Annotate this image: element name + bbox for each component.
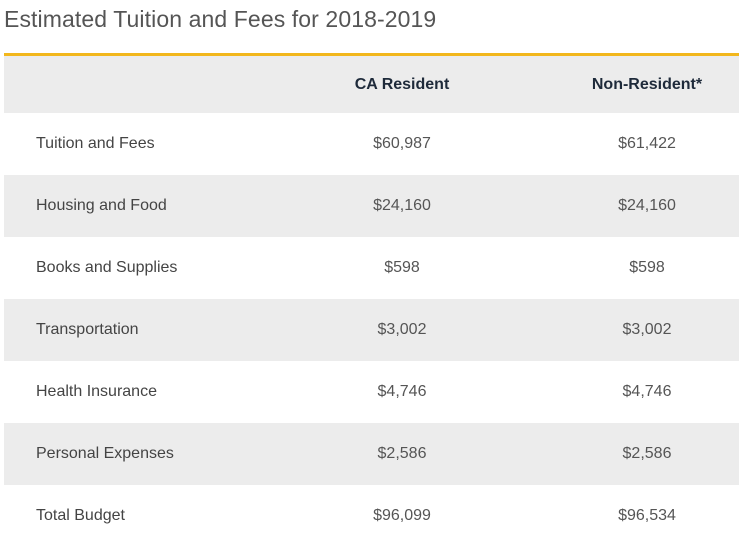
row-label: Transportation [36, 321, 139, 338]
non-resident-value: $24,160 [618, 197, 676, 214]
ca-resident-value: $4,746 [377, 383, 427, 400]
ca-resident-value: $3,002 [377, 321, 427, 338]
table-row: Books and Supplies $598 $598 [4, 237, 739, 299]
row-label: Total Budget [36, 507, 125, 524]
tuition-table: CA Resident Non-Resident* Tuition and Fe… [4, 56, 739, 547]
row-label: Health Insurance [36, 383, 157, 400]
table-header-row: CA Resident Non-Resident* [4, 56, 739, 113]
header-non-resident: Non-Resident* [591, 75, 703, 93]
row-label: Housing and Food [36, 197, 167, 214]
row-label: Tuition and Fees [36, 135, 155, 152]
table-row: Health Insurance $4,746 $4,746 [4, 361, 739, 423]
table-row: Personal Expenses $2,586 $2,586 [4, 423, 739, 485]
ca-resident-value: $2,586 [377, 445, 427, 462]
ca-resident-value: $96,099 [373, 507, 431, 524]
table-row-total: Total Budget $96,099 $96,534 [4, 485, 739, 547]
page-title: Estimated Tuition and Fees for 2018-2019 [4, 6, 437, 32]
header-ca-resident: CA Resident [354, 75, 450, 93]
table-row: Transportation $3,002 $3,002 [4, 299, 739, 361]
non-resident-value: $4,746 [622, 383, 672, 400]
row-label: Personal Expenses [36, 445, 174, 462]
non-resident-value: $2,586 [622, 445, 672, 462]
ca-resident-value: $60,987 [373, 135, 431, 152]
row-label: Books and Supplies [36, 259, 178, 276]
non-resident-value: $96,534 [618, 507, 676, 524]
accent-divider [4, 53, 739, 56]
non-resident-value: $598 [629, 259, 665, 276]
table-row: Tuition and Fees $60,987 $61,422 [4, 113, 739, 175]
ca-resident-value: $24,160 [373, 197, 431, 214]
non-resident-value: $61,422 [618, 135, 676, 152]
table-row: Housing and Food $24,160 $24,160 [4, 175, 739, 237]
ca-resident-value: $598 [384, 259, 420, 276]
non-resident-value: $3,002 [622, 321, 672, 338]
